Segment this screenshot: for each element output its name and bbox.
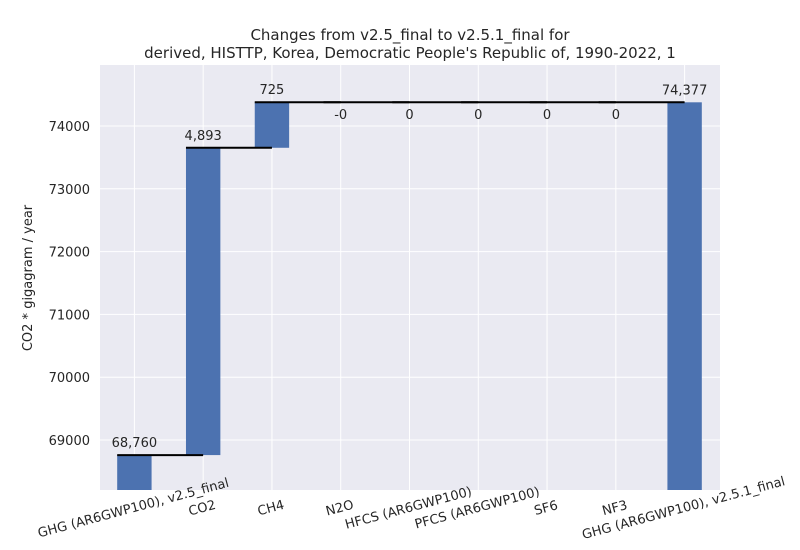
- y-tick-label: 72000: [49, 246, 90, 261]
- y-tick-label: 73000: [49, 183, 90, 198]
- value-label: 0: [474, 108, 482, 123]
- x-tick-label: NF3: [601, 498, 629, 519]
- chart-title: Changes from v2.5_final to v2.5.1_final …: [144, 26, 676, 62]
- bar: [667, 102, 702, 491]
- bar: [117, 455, 152, 490]
- value-label: 725: [260, 83, 285, 98]
- value-label: 0: [543, 108, 551, 123]
- value-label: 68,760: [112, 436, 158, 451]
- y-tick-label: 70000: [49, 371, 90, 386]
- y-axis-label: CO2 * gigagram / year: [21, 204, 36, 351]
- y-tick-label: 69000: [49, 434, 90, 449]
- bar: [185, 147, 221, 456]
- value-label: 0: [405, 108, 413, 123]
- x-tick-label: CO2: [187, 498, 218, 520]
- y-tick-label: 74000: [49, 120, 90, 135]
- bar: [254, 102, 290, 148]
- value-label: 4,893: [185, 129, 222, 144]
- value-label: 74,377: [662, 83, 708, 98]
- value-label: 0: [612, 108, 620, 123]
- x-tick-label: N2O: [324, 498, 355, 520]
- y-tick-label: 71000: [49, 308, 90, 323]
- value-label: -0: [334, 108, 347, 123]
- x-tick-label: CH4: [256, 498, 286, 520]
- x-tick-label: SF6: [533, 498, 560, 519]
